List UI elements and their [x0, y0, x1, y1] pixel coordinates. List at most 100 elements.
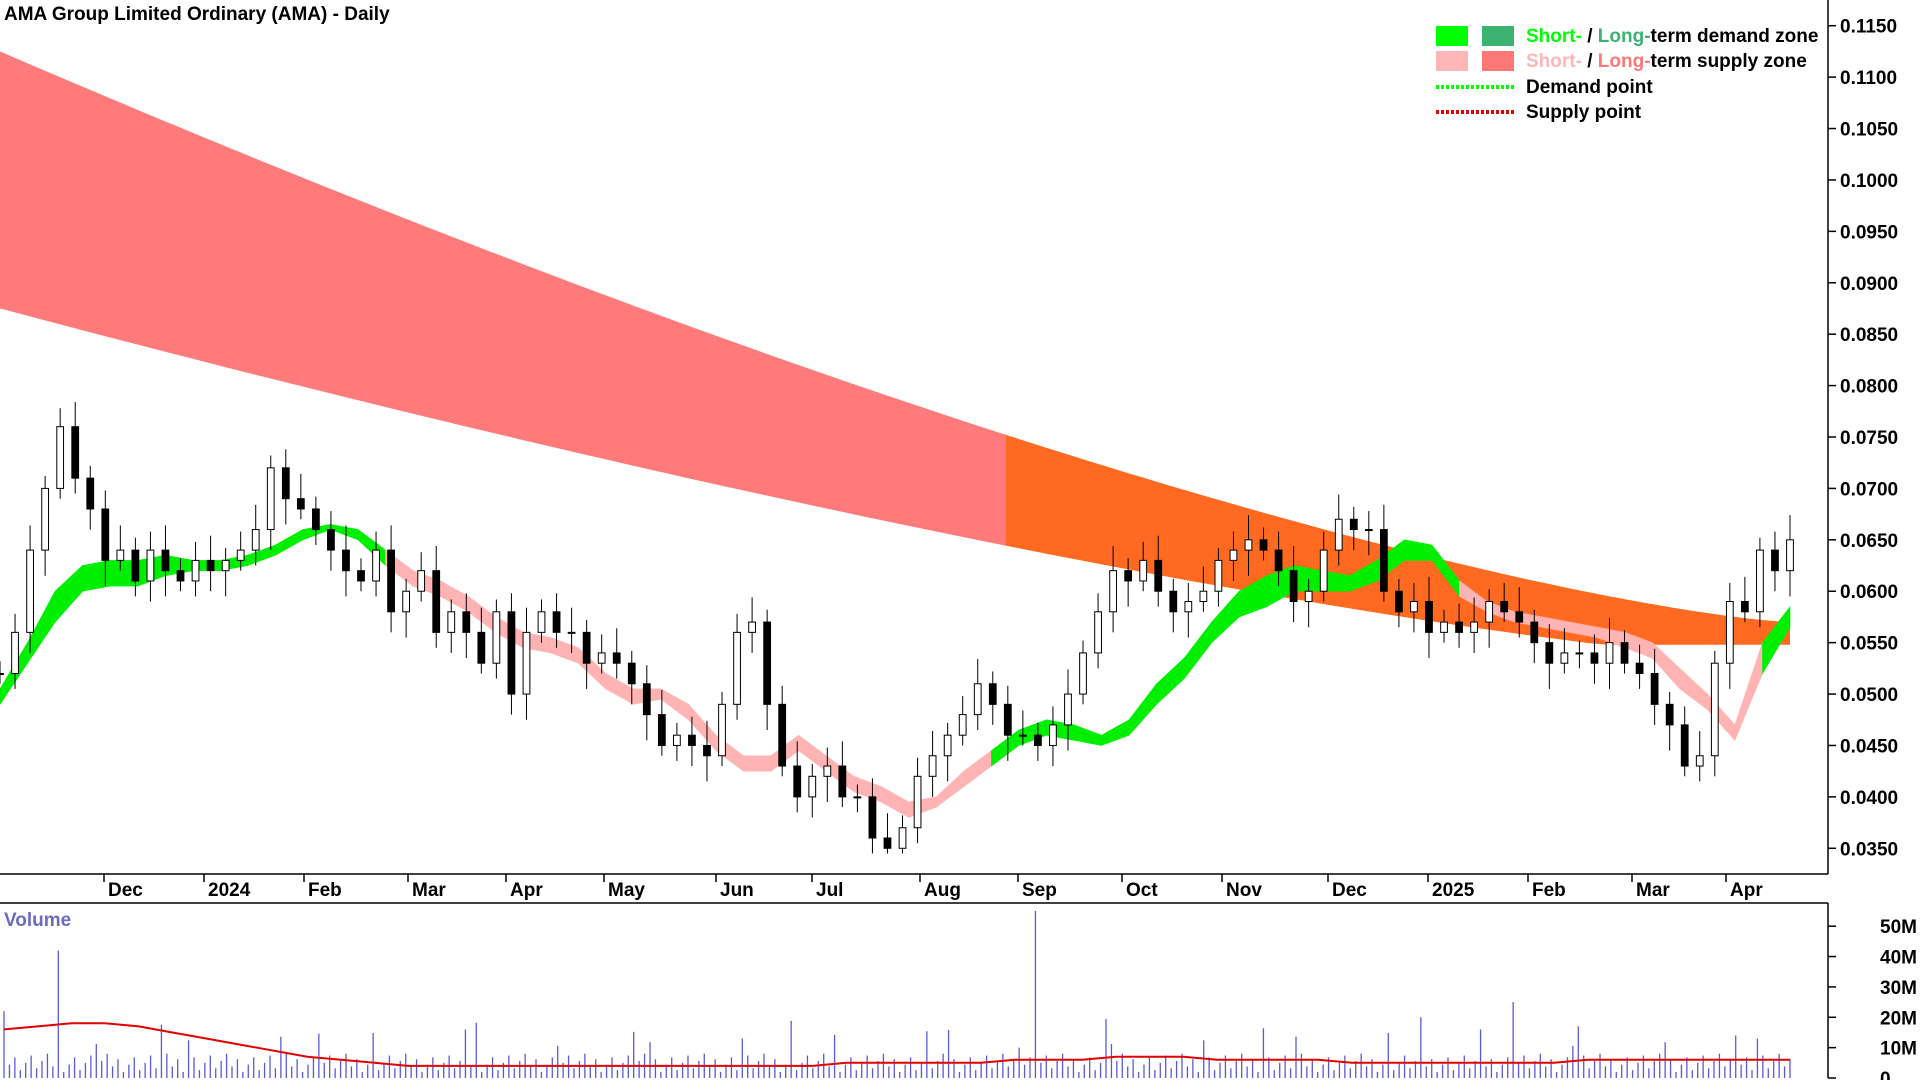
candle-body	[657, 714, 666, 746]
candle-body	[1018, 734, 1027, 737]
volume-tick-label: 10M	[1880, 1039, 1917, 1060]
candle-body	[928, 755, 937, 777]
candle-body	[1379, 529, 1388, 592]
chart-title: AMA Group Limited Ordinary (AMA) - Daily	[4, 4, 390, 25]
candle-body	[387, 549, 395, 613]
candle-body	[1094, 611, 1102, 654]
candle-body	[1560, 652, 1569, 664]
candle-body	[1710, 662, 1719, 757]
x-tick-label: Mar	[1636, 880, 1670, 901]
candle-body	[41, 487, 50, 551]
candle-body	[492, 611, 501, 664]
candle-body	[417, 570, 426, 592]
candle-body	[552, 611, 561, 633]
x-tick-label: Jul	[816, 880, 843, 901]
candle-body	[1530, 621, 1539, 644]
candle-body	[221, 559, 230, 572]
x-tick-label: Jun	[720, 880, 754, 901]
price-tick-label: 0.0350	[1840, 839, 1898, 860]
legend: Short- / Long-term demand zone Short- / L…	[1436, 26, 1818, 123]
candle-body	[1395, 590, 1403, 613]
candle-body	[1034, 734, 1042, 746]
price-tick-label: 0.0900	[1840, 274, 1898, 295]
candle-body	[1650, 672, 1659, 705]
candle-body	[11, 631, 19, 674]
x-tick-label: 2024	[208, 880, 251, 901]
short-term-zone-segment	[82, 560, 111, 592]
candle-body	[71, 426, 80, 479]
legend-label-demand-zone: Short- / Long-term demand zone	[1526, 26, 1818, 47]
x-tick-label: Feb	[1532, 880, 1566, 901]
x-tick-label: Mar	[412, 880, 446, 901]
volume-tick-label: 0	[1880, 1069, 1891, 1080]
candle-body	[1124, 570, 1133, 582]
candle-body	[266, 467, 275, 531]
candle-body	[1154, 559, 1163, 592]
candle-body	[522, 631, 531, 695]
candle-body	[733, 631, 741, 705]
legend-swatch-short-demand	[1436, 26, 1468, 46]
price-tick-label: 0.0850	[1840, 325, 1898, 346]
candle-body	[1590, 652, 1599, 664]
candle-body	[1244, 539, 1253, 551]
candle-body	[477, 631, 486, 664]
candle-body	[1274, 549, 1283, 572]
candle-body	[1349, 518, 1358, 531]
candle-body	[432, 570, 441, 633]
candle-body	[1214, 559, 1223, 592]
legend-swatch-long-demand	[1482, 26, 1514, 46]
candle-body	[1079, 652, 1087, 695]
price-tick-label: 0.1000	[1840, 171, 1898, 192]
candle-body	[447, 611, 456, 633]
legend-label-supply-point: Supply point	[1526, 102, 1642, 123]
x-tick-label: Sep	[1022, 880, 1057, 901]
legend-swatch-long-supply	[1482, 51, 1514, 71]
x-tick-label: Oct	[1126, 880, 1158, 901]
candle-body	[567, 631, 576, 634]
price-tick-label: 0.0750	[1840, 428, 1898, 449]
x-tick-label: Nov	[1226, 880, 1262, 901]
candle-body	[176, 570, 185, 582]
candle-body	[1440, 621, 1448, 633]
candle-body	[853, 796, 862, 799]
legend-label-supply-zone: Short- / Long-term supply zone	[1526, 51, 1807, 72]
candle-body	[868, 796, 877, 839]
candle-body	[1680, 724, 1689, 767]
candle-body	[958, 714, 967, 736]
candle-body	[1319, 549, 1328, 592]
candle-body	[251, 529, 260, 551]
candle-body	[311, 508, 320, 531]
volume-tick-label: 40M	[1880, 948, 1917, 969]
candle-body	[1304, 590, 1313, 603]
candle-body	[462, 611, 471, 633]
candle-body	[1455, 621, 1463, 633]
x-tick-label: Aug	[924, 880, 961, 901]
price-tick-label: 0.0700	[1840, 479, 1898, 500]
candle-body	[1109, 570, 1117, 613]
candle-body	[191, 559, 200, 582]
candle-body	[537, 611, 546, 633]
price-tick-label: 0.0950	[1840, 222, 1898, 243]
candle-body	[146, 549, 155, 582]
x-tick-label: Dec	[108, 880, 143, 901]
volume-tick-label: 30M	[1880, 978, 1917, 999]
candle-body	[1771, 549, 1779, 572]
candle-body	[1003, 703, 1012, 736]
candle-body	[0, 672, 4, 675]
candle-body	[1289, 570, 1298, 603]
volume-panel-label: Volume	[4, 910, 71, 931]
price-tick-label: 0.0500	[1840, 685, 1898, 706]
candle-body	[748, 621, 756, 633]
candle-body	[26, 549, 34, 633]
short-term-zone-segment	[743, 755, 772, 772]
candle-body	[1500, 601, 1509, 613]
legend-label-demand-point: Demand point	[1526, 77, 1653, 98]
x-tick-label: May	[608, 880, 645, 901]
candle-body	[673, 734, 681, 746]
candle-body	[1756, 549, 1764, 613]
candle-body	[838, 765, 847, 798]
candle-body	[943, 734, 952, 757]
candle-body	[1695, 755, 1704, 767]
candle-body	[1229, 549, 1238, 561]
candle-body	[763, 621, 772, 705]
